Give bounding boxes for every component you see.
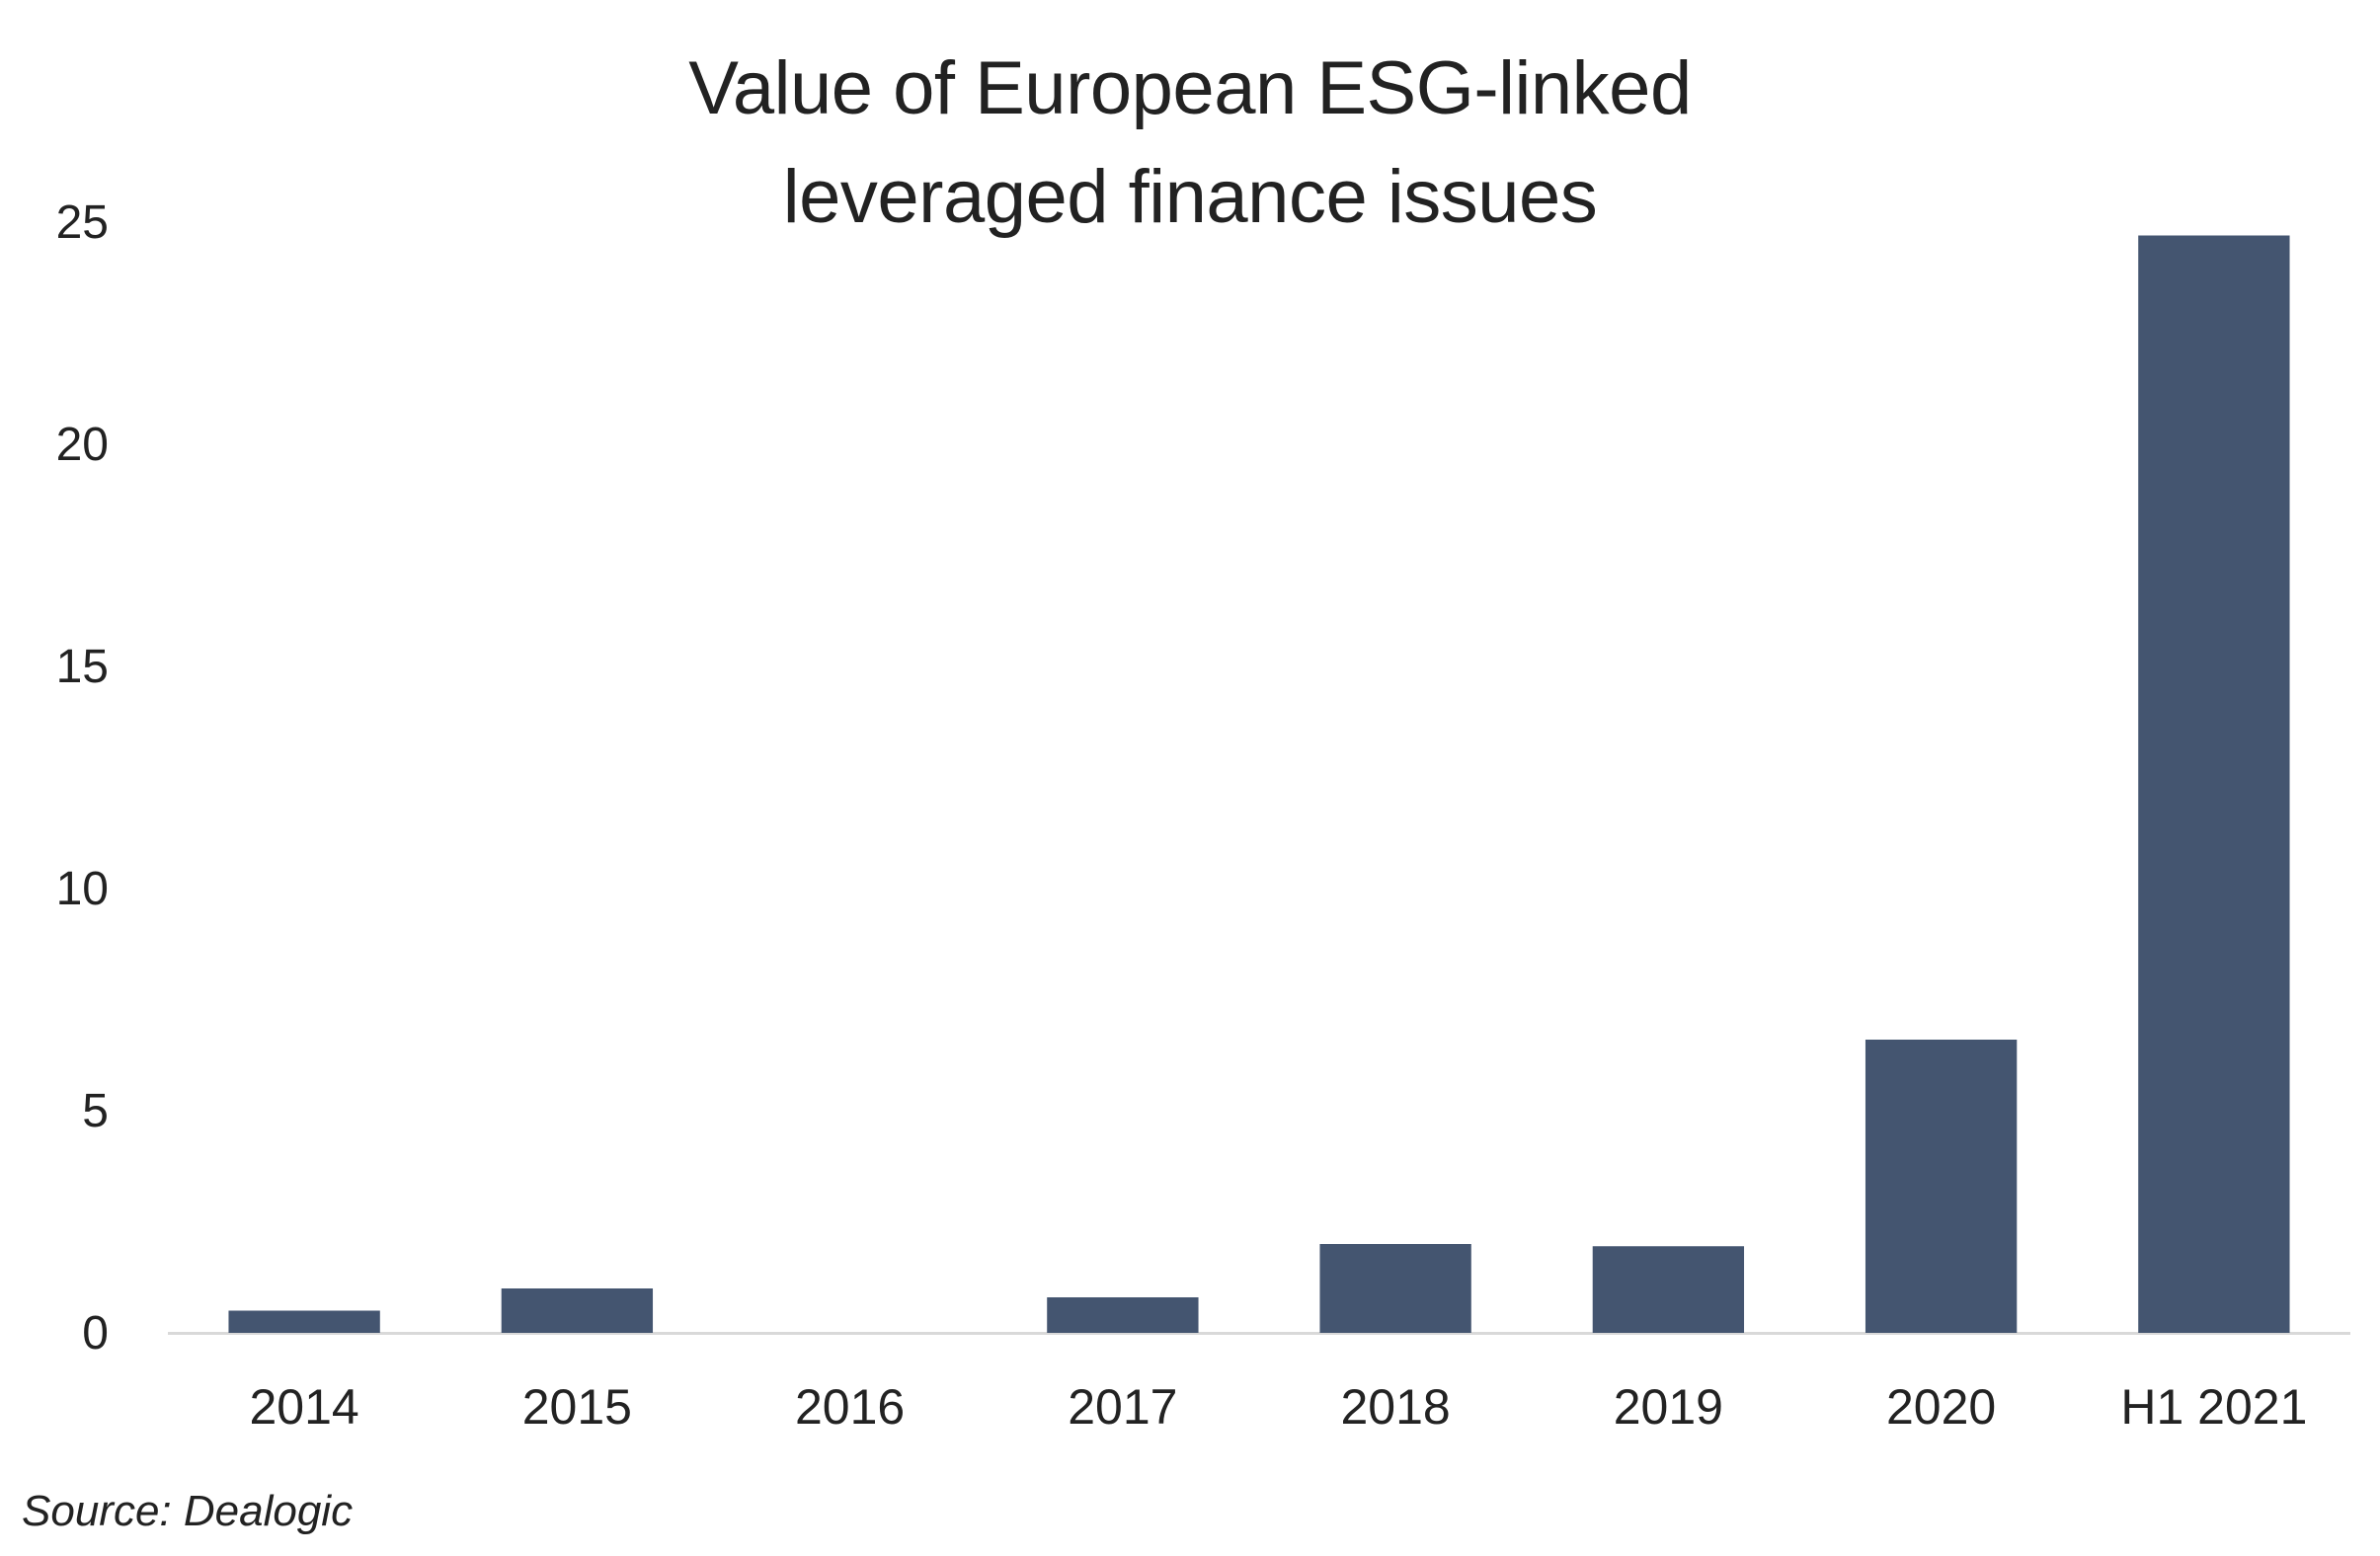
- y-tick-label: 20: [56, 419, 109, 471]
- x-tick-label: 2014: [250, 1379, 359, 1435]
- y-tick-label: 0: [82, 1307, 109, 1360]
- bars: [228, 235, 2290, 1333]
- x-tick-label: 2018: [1341, 1379, 1451, 1435]
- bar-2014: [228, 1310, 380, 1333]
- bar-2015: [501, 1288, 654, 1333]
- bar-2017: [1047, 1297, 1199, 1333]
- chart-title-line-2: leveraged finance issues: [782, 155, 1598, 239]
- chart-title-line-1: Value of European ESG-linked: [688, 46, 1692, 130]
- x-tick-label: 2020: [1886, 1379, 1996, 1435]
- source-note: Source: Dealogic: [22, 1487, 354, 1535]
- bar-2020: [1864, 1040, 2018, 1333]
- x-tick-label: H1 2021: [2120, 1379, 2307, 1435]
- x-tick-label: 2015: [522, 1379, 632, 1435]
- y-tick-label: 25: [56, 196, 109, 249]
- y-tick-label: 15: [56, 641, 109, 693]
- x-axis: 2014 2015 2016 2017 2018 2019 2020 H1 2021: [250, 1379, 2308, 1435]
- x-tick-label: 2019: [1614, 1379, 1723, 1435]
- x-tick-label: 2016: [795, 1379, 905, 1435]
- y-axis: 0 5 10 15 20 25: [56, 196, 109, 1360]
- bar-h1-2021: [2138, 235, 2290, 1333]
- y-tick-label: 5: [82, 1085, 109, 1137]
- bar-2018: [1319, 1244, 1471, 1333]
- bar-2019: [1592, 1246, 1745, 1333]
- y-tick-label: 10: [56, 863, 109, 915]
- x-tick-label: 2017: [1068, 1379, 1177, 1435]
